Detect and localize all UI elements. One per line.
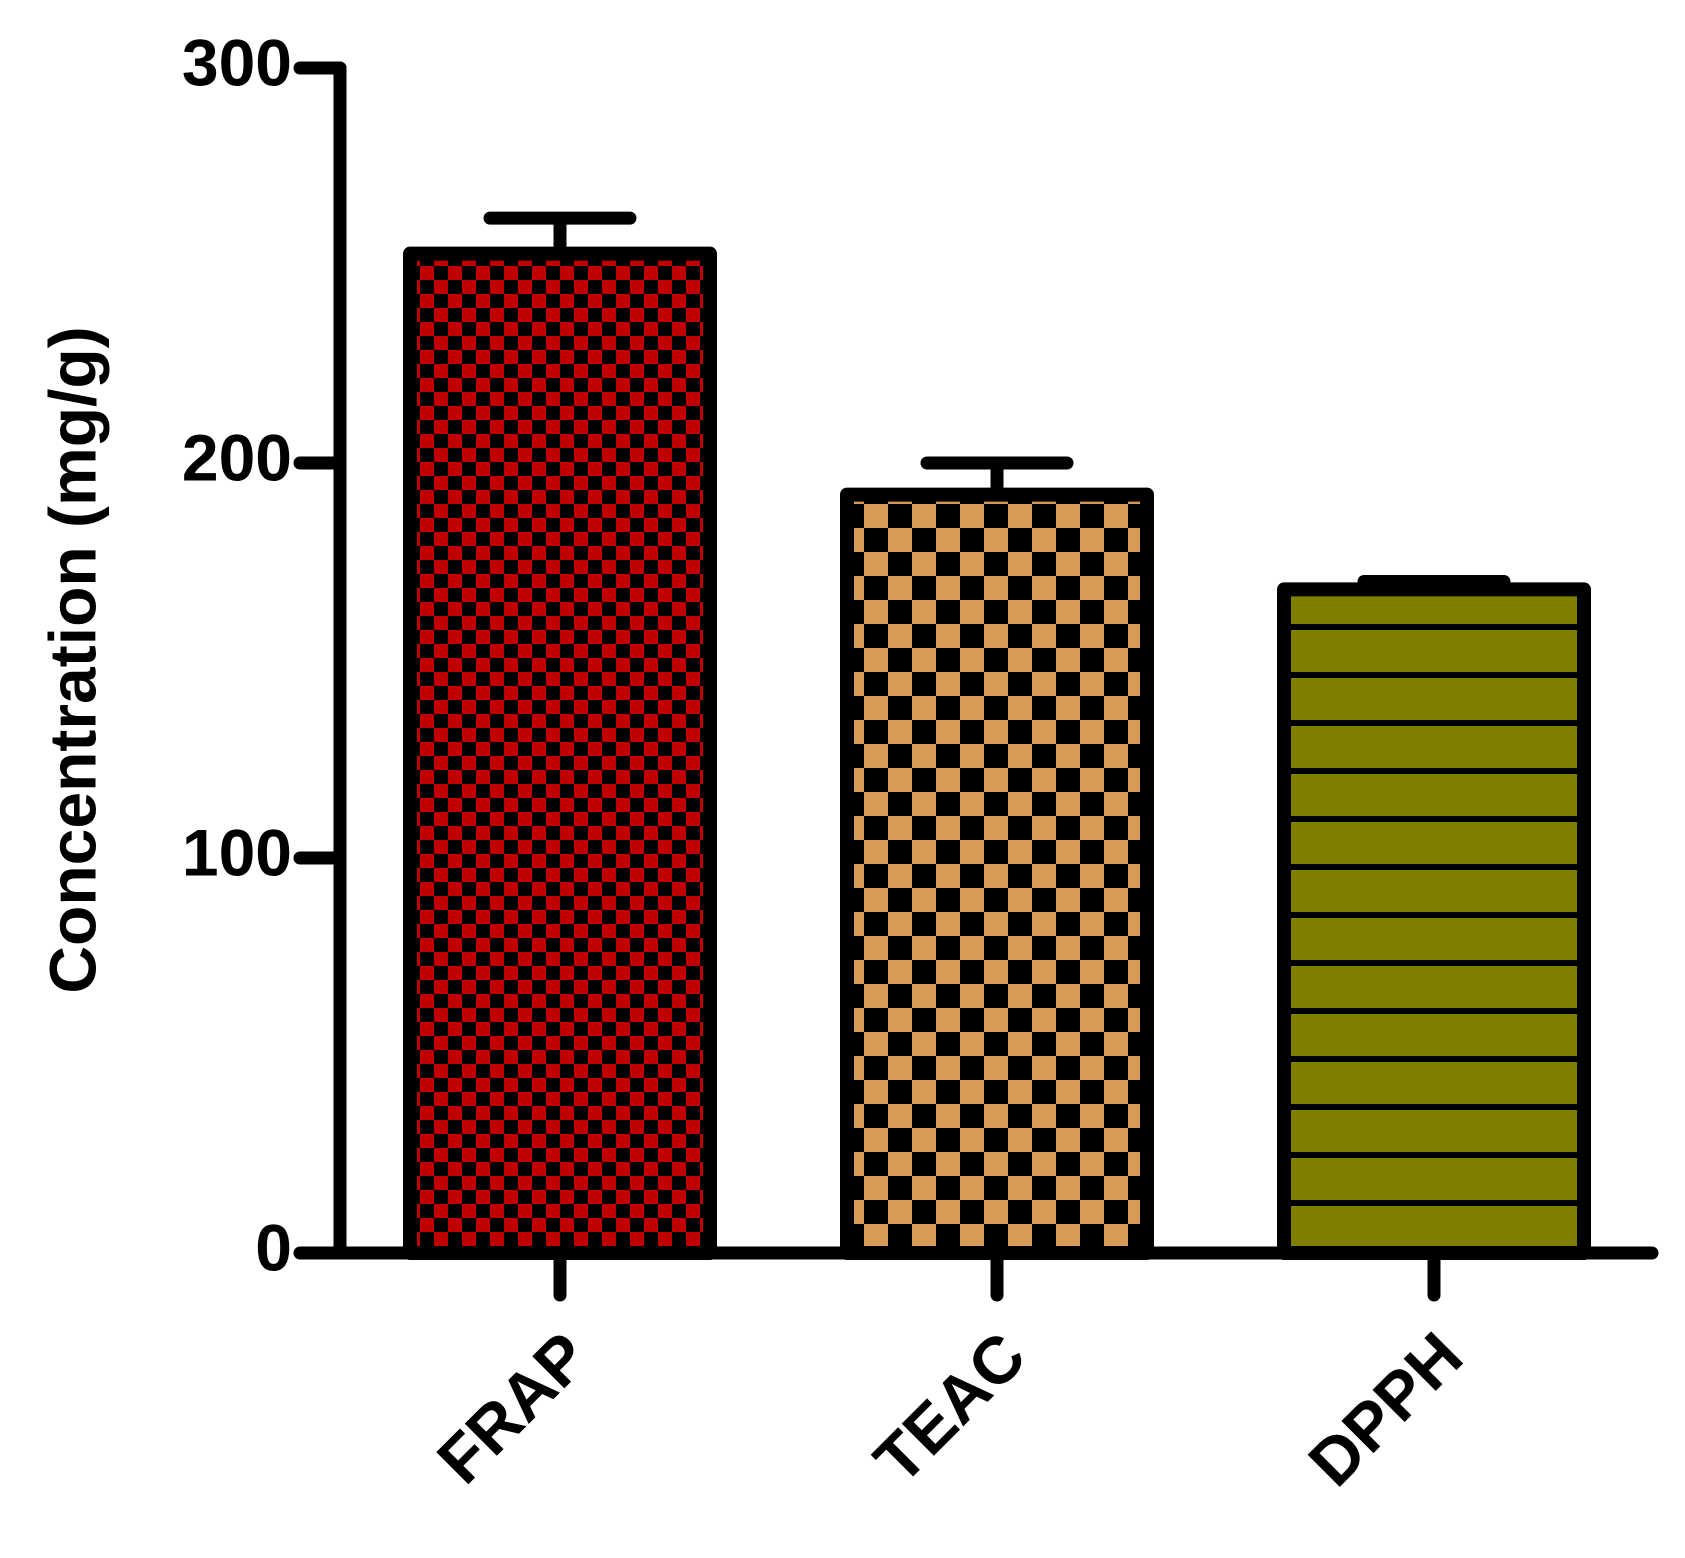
bar [403,246,717,1260]
x-tick-label: DPPH [1294,1318,1476,1500]
y-tick-label: 100 [182,815,292,889]
y-tick-label: 300 [182,25,292,99]
bar [840,487,1154,1261]
y-tick-label: 0 [255,1210,292,1284]
x-tick-label: FRAP [423,1318,602,1497]
x-tick-label: TEAC [860,1318,1039,1497]
y-tick-label: 200 [182,420,292,494]
y-axis-title: Concentration (mg/g) [35,326,109,993]
bar [1277,582,1591,1260]
